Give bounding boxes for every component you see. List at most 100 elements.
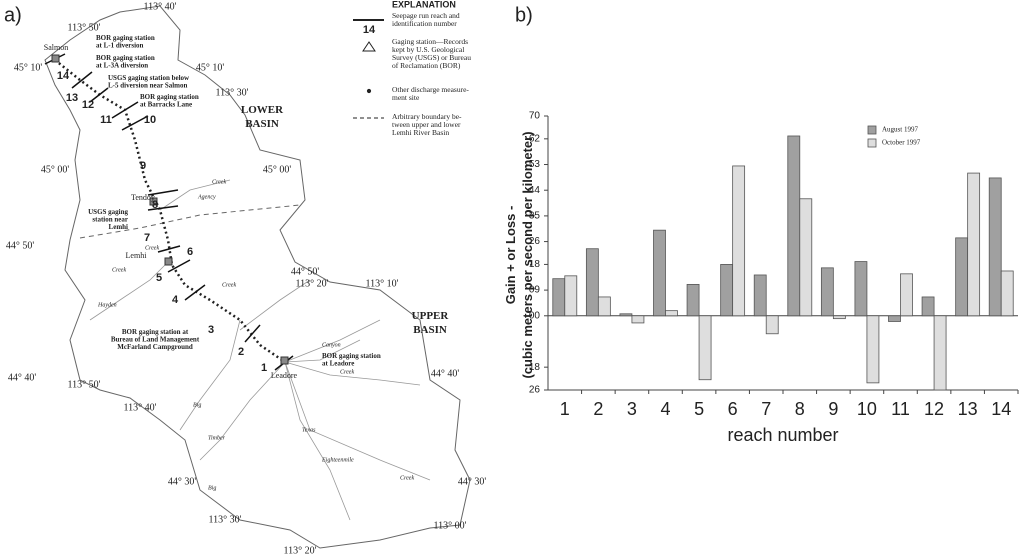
- y-tick-label: 53: [529, 159, 541, 170]
- station-label-line: BOR gaging station: [140, 93, 199, 101]
- station-label-line: USGS gaging: [88, 208, 128, 216]
- bar: [765, 315, 779, 335]
- stream-label: Creek: [145, 245, 159, 251]
- legend-swatch: [867, 138, 877, 148]
- y-tick-label: 00: [529, 310, 541, 321]
- basin-label-line: BASIN: [413, 324, 447, 336]
- station-label: BOR gaging station at L-3A diversion: [96, 54, 155, 70]
- x-tick-label: 4: [660, 399, 670, 419]
- reach-symbol: 14: [363, 24, 376, 36]
- explanation-item-line: identification number: [392, 19, 457, 28]
- y-tick-label: 18: [529, 362, 541, 373]
- station-label: BOR gaging station at Bureau of Land Mana…: [111, 328, 200, 351]
- legend-label: October 1997: [882, 139, 921, 147]
- coordinate-label: 44° 30': [458, 476, 486, 487]
- coordinate-label: 113° 00': [434, 520, 467, 531]
- bar: [866, 315, 880, 384]
- coordinate-label: 113° 30': [216, 87, 249, 98]
- basin-label-line: BASIN: [245, 118, 279, 130]
- x-tick-label: 3: [627, 399, 637, 419]
- basin-label: UPPER BASIN: [412, 310, 450, 336]
- bar: [933, 315, 947, 391]
- stream-label: Hayden: [97, 302, 117, 308]
- stream-label: Creek: [400, 475, 414, 481]
- reach-number: 13: [66, 92, 78, 104]
- bar: [988, 177, 1002, 317]
- bar: [585, 248, 599, 317]
- station-label-line: BOR gaging station: [322, 352, 381, 360]
- bar: [900, 273, 913, 317]
- bar: [653, 229, 666, 317]
- reach-number: 11: [100, 114, 112, 126]
- explanation-item-line: of Reclamation (BOR): [392, 61, 461, 70]
- basin-label: LOWER BASIN: [241, 104, 284, 130]
- coordinate-label: 45° 00': [263, 164, 291, 175]
- bar: [921, 296, 935, 317]
- stream-label: Eighteenmile: [321, 457, 354, 463]
- basin-label-line: LOWER: [241, 104, 284, 116]
- x-tick-label: 9: [828, 399, 838, 419]
- explanation-item: Gaging station—Records kept by U.S. Geolo…: [392, 37, 471, 70]
- stream-label: Creek: [222, 282, 236, 288]
- x-tick-label: 8: [795, 399, 805, 419]
- map: EXPLANATION 14 Seepage run reach and identi…: [6, 0, 486, 556]
- coordinate-label: 44° 40': [431, 368, 459, 379]
- station-label: BOR gaging station at L-1 diversion: [96, 34, 155, 50]
- x-tick-label: 7: [761, 399, 771, 419]
- town-label: Leadore: [271, 371, 298, 380]
- coordinate-label: 113° 40': [144, 1, 177, 12]
- y-tick-label: 62: [529, 133, 541, 144]
- reach-number: 6: [187, 246, 193, 258]
- reach-number: 7: [144, 232, 150, 244]
- bar: [967, 172, 981, 317]
- y-tick-label: 09: [529, 285, 541, 296]
- stream-label: Texas: [302, 427, 316, 433]
- station-label: BOR gaging station at Barracks Lane: [140, 93, 199, 109]
- explanation-title: EXPLANATION: [392, 0, 456, 9]
- stream-label: Canyon: [322, 342, 341, 348]
- explanation-item-line: Survey (USGS) or Bureau: [392, 53, 471, 62]
- station-label-line: at L-1 diversion: [96, 41, 144, 49]
- river: [54, 59, 286, 364]
- explanation-symbols: [353, 19, 384, 119]
- y-tick-label: 44: [529, 185, 541, 196]
- y-tick-label: 70: [529, 111, 541, 122]
- legend-label: August 1997: [882, 126, 918, 134]
- town-label: Tendoy: [131, 193, 155, 202]
- x-tick-label: 13: [958, 399, 978, 419]
- explanation-item-line: Other discharge measure-: [392, 85, 469, 94]
- reach-number: 14: [57, 70, 70, 82]
- explanation-item-line: Gaging station—Records: [392, 37, 468, 46]
- reach-number: 9: [140, 160, 146, 172]
- stream-label: Agency: [197, 194, 216, 200]
- explanation-item: Arbitrary boundary be-tween upper and lo…: [392, 112, 462, 137]
- bar: [888, 315, 901, 322]
- reach-number: 10: [144, 114, 156, 126]
- bar: [955, 237, 969, 317]
- coordinate-label: 44° 40': [8, 372, 36, 383]
- stream-label: Creek: [112, 267, 126, 273]
- bar: [753, 274, 767, 317]
- stream-label: Timber: [208, 435, 226, 441]
- reach-number: 12: [82, 99, 94, 111]
- bar: [686, 283, 700, 317]
- explanation-item-line: Seepage run reach and: [392, 11, 460, 20]
- bar: [619, 313, 633, 317]
- stream-label: Creek: [340, 369, 354, 375]
- bar: [799, 198, 813, 317]
- bar: [698, 315, 712, 381]
- bar: [564, 275, 578, 317]
- x-tick-label: 2: [593, 399, 603, 419]
- explanation-item-line: Arbitrary boundary be-: [392, 112, 462, 121]
- y-tick-label: 18: [529, 259, 541, 270]
- bar: [1000, 270, 1014, 317]
- town-label: Salmon: [44, 43, 68, 52]
- coordinate-label: 113° 50': [68, 379, 101, 390]
- panel-label: a): [4, 4, 22, 26]
- stream-label: Creek: [212, 179, 226, 185]
- explanation-item-line: Lemhi River Basin: [392, 128, 449, 137]
- coordinate-label: 45° 10': [14, 62, 42, 73]
- coordinate-label: 45° 00': [41, 164, 69, 175]
- reach-number: 3: [208, 324, 214, 336]
